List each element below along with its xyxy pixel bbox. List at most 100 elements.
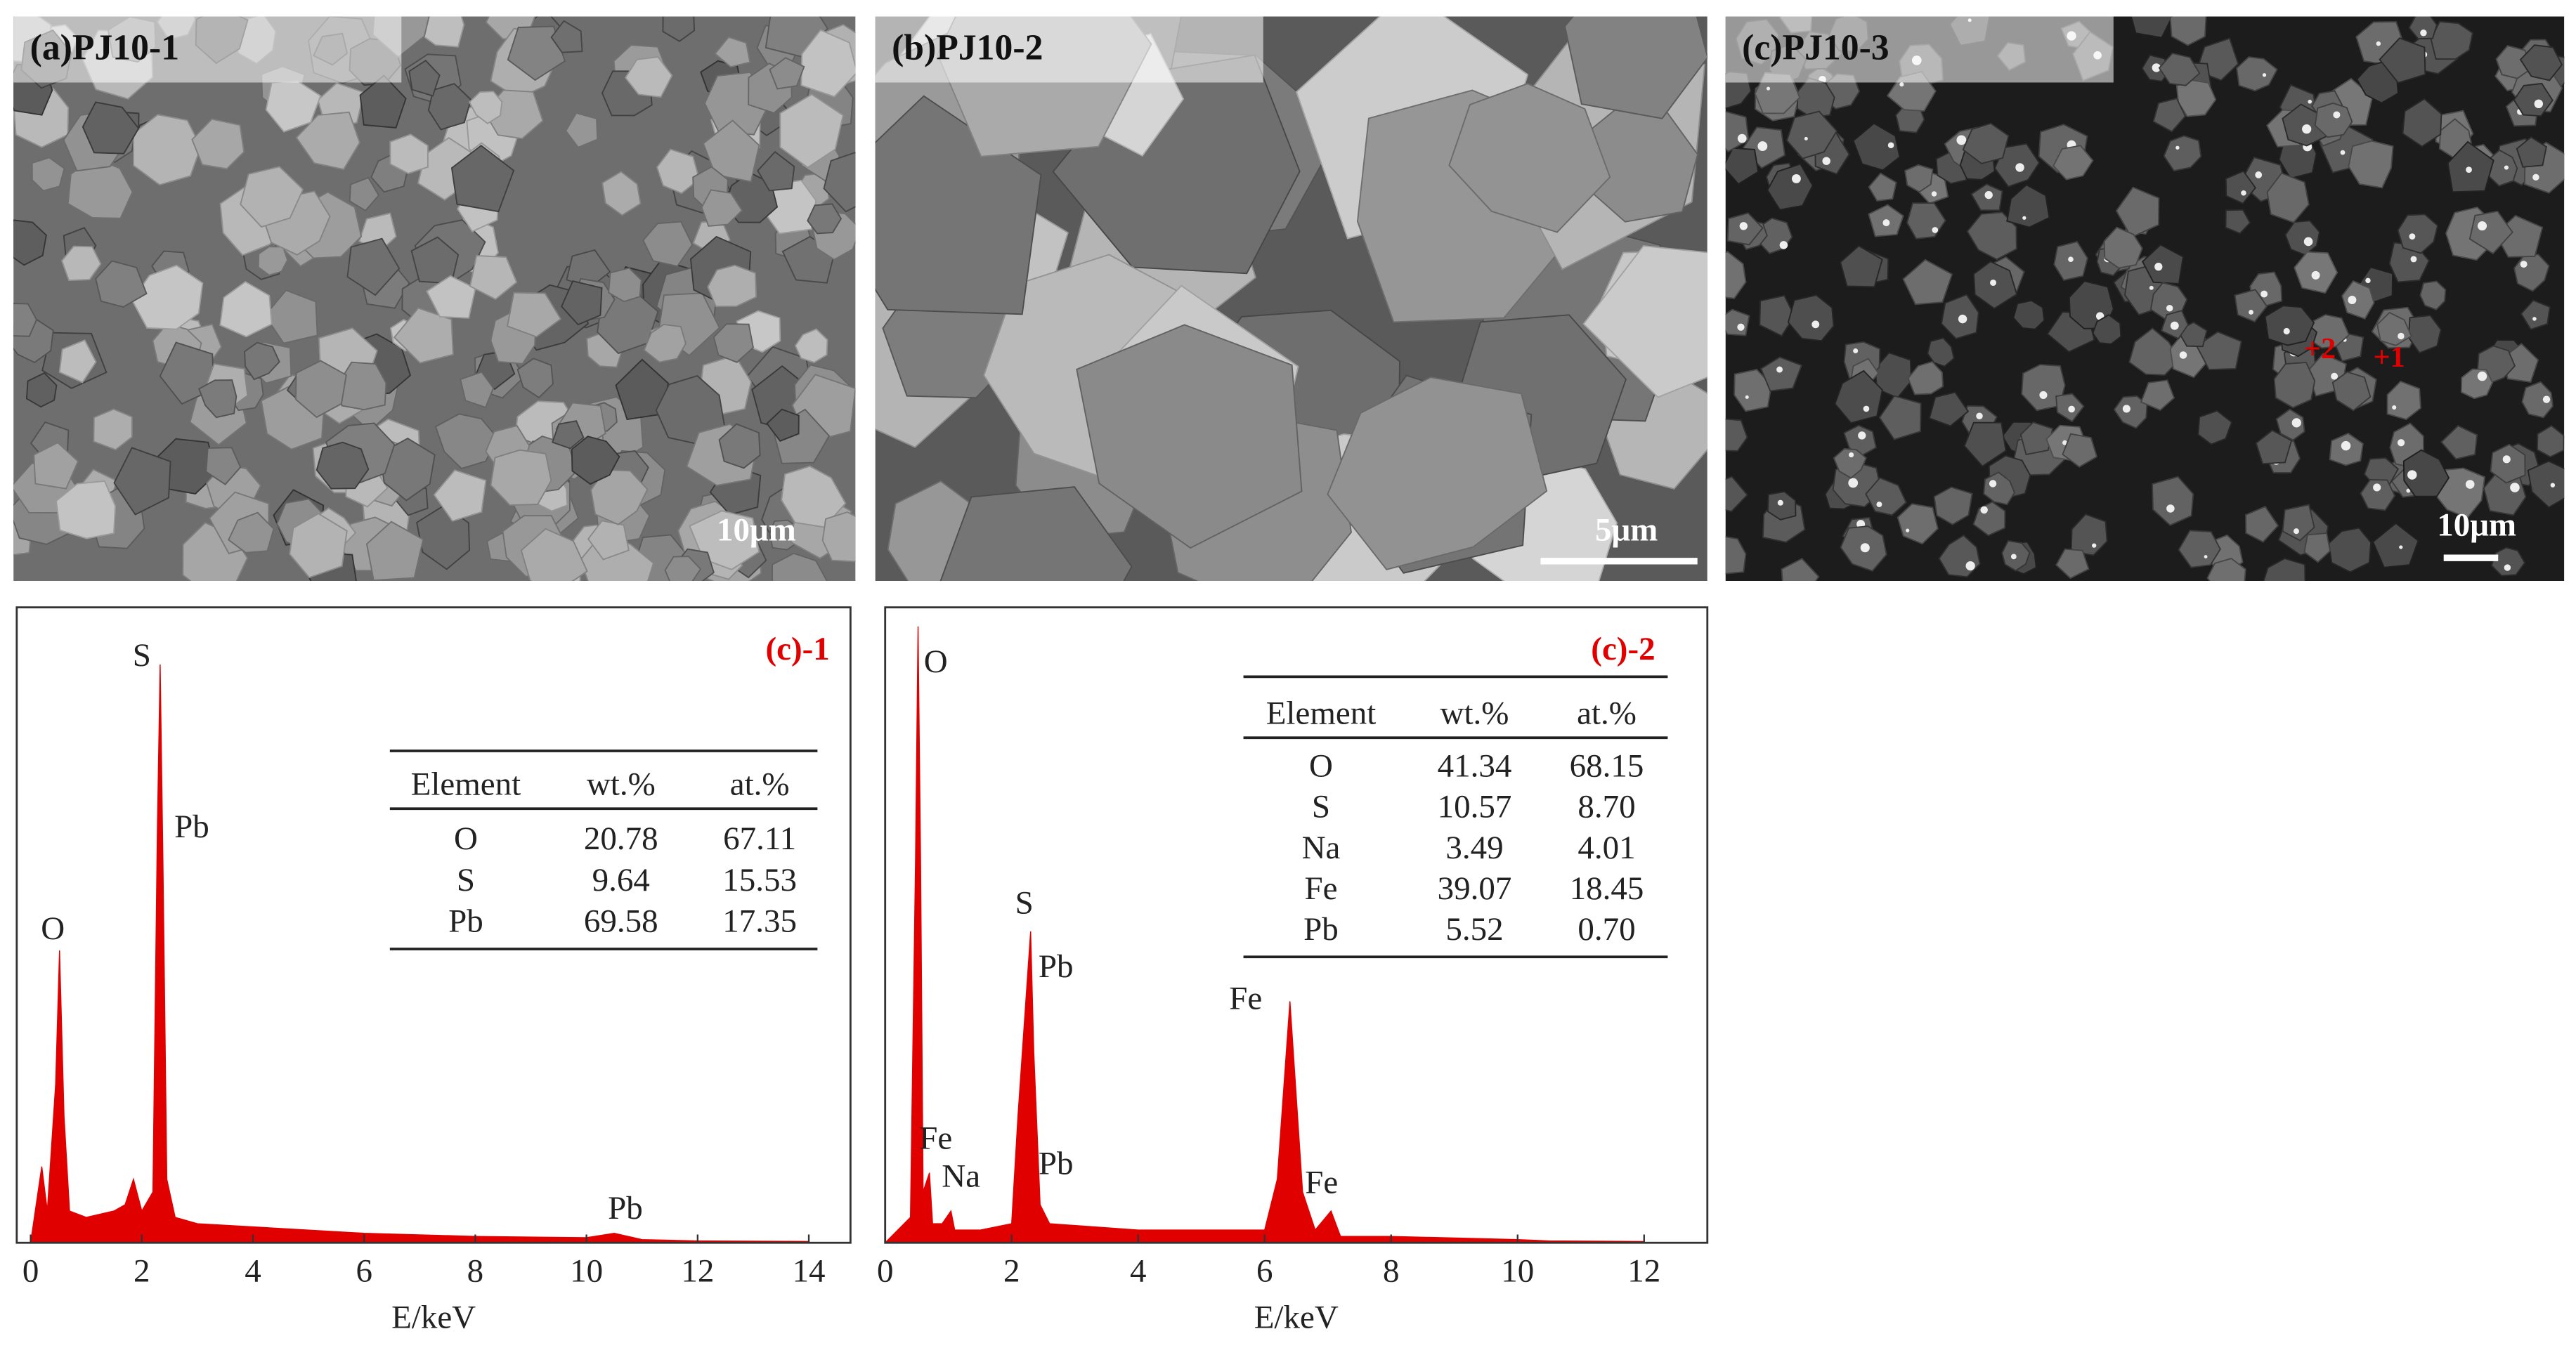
crystal: [198, 379, 238, 419]
particle: [2420, 30, 2427, 37]
table-cell: 69.58: [584, 903, 658, 940]
crystal: [779, 93, 844, 169]
crystal: [1767, 163, 1814, 211]
crystal: [2113, 395, 2148, 429]
crystal: [794, 328, 828, 363]
x-tick-label: 0: [877, 1253, 894, 1290]
peak-label: Fe: [919, 1120, 952, 1156]
crystal: [2419, 280, 2447, 310]
table-cell: 15.53: [722, 862, 797, 898]
particle: [2406, 488, 2411, 493]
particle: [1876, 502, 1882, 508]
crystal: [2348, 140, 2394, 189]
table-cell: 0.70: [1578, 911, 1635, 948]
crystal: [2308, 314, 2350, 349]
particle: [2373, 483, 2381, 492]
x-tick-label: 4: [1130, 1253, 1147, 1290]
particle: [2291, 418, 2301, 428]
crystal: [2115, 186, 2160, 239]
particle: [2465, 480, 2475, 489]
particle: [2376, 41, 2381, 46]
crystal: [1865, 477, 1907, 516]
crystal: [1904, 164, 1934, 193]
particle: [2520, 261, 2528, 268]
x-tick-label: 14: [793, 1253, 826, 1290]
x-tick-label: 12: [681, 1253, 714, 1290]
crystal: [1907, 360, 1944, 395]
crystal: [419, 16, 465, 48]
crystal: [2255, 429, 2293, 465]
particle: [2302, 124, 2312, 134]
particle: [2092, 543, 2097, 548]
crystal: [2397, 214, 2439, 254]
particle: [2504, 165, 2509, 170]
crystal: [2275, 408, 2305, 441]
table-cell: 67.11: [723, 820, 796, 857]
table-header: at.%: [730, 766, 790, 803]
crystal: [2402, 449, 2450, 497]
particle: [2283, 327, 2290, 335]
particle: [2311, 270, 2320, 280]
particle: [2260, 290, 2268, 298]
sem-image: (c)PJ10-3 10μm: [1725, 16, 2565, 582]
particle: [2331, 372, 2338, 380]
crystal: [365, 521, 424, 582]
table-header: wt.%: [587, 766, 656, 803]
x-tick-label: 6: [356, 1253, 372, 1290]
particle: [1956, 135, 1967, 145]
particle: [1863, 405, 1870, 412]
crystal: [55, 480, 117, 539]
crystal: [2130, 16, 2173, 39]
crystal: [2006, 184, 2050, 228]
particle: [1976, 412, 1983, 420]
table-cell: 18.45: [1570, 870, 1644, 907]
particle: [1899, 82, 1904, 87]
crystal: [244, 341, 280, 381]
crystal: [58, 339, 97, 384]
x-tick-label: 2: [134, 1253, 150, 1290]
crystal: [1785, 110, 1838, 159]
crystal: [2402, 98, 2442, 148]
x-tick-label: 10: [1501, 1253, 1534, 1290]
crystal: [707, 264, 757, 308]
chart-title: (c)-2: [1591, 631, 1655, 667]
crystal: [718, 423, 761, 469]
particle: [1958, 314, 1967, 324]
crystal: [131, 264, 204, 330]
particle: [1848, 452, 1854, 458]
crystal: [2062, 433, 2098, 468]
crystal: [2360, 478, 2396, 511]
crystal: [31, 157, 65, 192]
particle: [1739, 222, 1748, 230]
table-cell: O: [454, 820, 478, 857]
particle: [2542, 395, 2551, 403]
peak-label: Na: [942, 1158, 980, 1195]
crystal: [823, 152, 856, 213]
crystal: [757, 150, 795, 192]
crystal: [608, 267, 642, 303]
crystal: [2141, 244, 2184, 284]
particle: [2166, 504, 2175, 513]
table-cell: 9.64: [592, 862, 650, 898]
crystal: [2282, 504, 2315, 542]
crystal: [2440, 425, 2478, 460]
crystal: [2341, 280, 2375, 320]
particle: [2154, 263, 2163, 271]
crystal: [664, 556, 702, 582]
peak-label: Fe: [1229, 980, 1262, 1016]
x-tick-label: 8: [467, 1253, 484, 1290]
particle: [1990, 279, 1997, 286]
crystal: [1076, 324, 1303, 549]
table-cell: 39.07: [1438, 870, 1512, 907]
table-header: wt.%: [1440, 695, 1509, 731]
crystal: [662, 16, 696, 42]
crystal: [2163, 135, 2202, 172]
crystal: [2521, 381, 2554, 419]
table-cell: 4.01: [1578, 830, 1635, 866]
crystal: [2331, 371, 2372, 412]
panel-label: (c)PJ10-3: [1742, 28, 1889, 68]
crystal: [2372, 522, 2419, 568]
